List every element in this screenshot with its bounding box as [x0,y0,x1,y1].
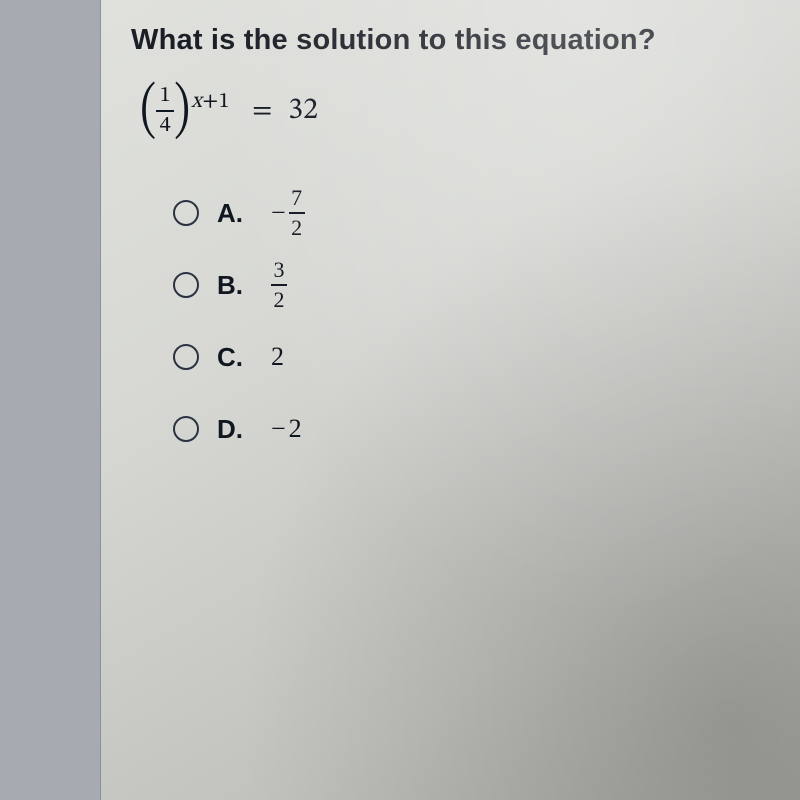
fraction-icon: 3 2 [271,259,287,311]
equals-sign: = [252,94,272,129]
left-sidebar [0,0,101,800]
answer-options: A. − 7 2 B. 3 2 C. [173,177,780,465]
fraction-bar [289,212,305,214]
equation: ( 1 4 ) x+1 = 32 [137,85,780,137]
fraction-icon: 7 2 [289,187,305,239]
opt-b-numerator: 3 [274,259,285,281]
exponent-plus: + [202,91,218,113]
option-b-label: B. [217,270,253,301]
fraction-denominator: 4 [160,115,171,137]
question-panel: What is the solution to this equation? (… [101,0,800,800]
option-c-label: C. [217,342,253,373]
option-d[interactable]: D. −2 [173,393,780,465]
option-a[interactable]: A. − 7 2 [173,177,780,249]
opt-d-number: 2 [289,414,302,444]
option-d-value: −2 [271,414,302,444]
exponent-variable: x [191,91,202,113]
option-b[interactable]: B. 3 2 [173,249,780,321]
radio-icon[interactable] [173,416,199,442]
equation-rhs: 32 [288,92,318,130]
option-d-label: D. [217,414,253,445]
opt-b-denominator: 2 [274,289,285,311]
opt-a-denominator: 2 [291,217,302,239]
radio-icon[interactable] [173,272,199,298]
fraction-bar [156,110,174,112]
one-quarter-fraction: 1 4 [156,85,174,137]
minus-sign: − [271,414,286,444]
minus-sign: − [271,198,286,228]
option-c[interactable]: C. 2 [173,321,780,393]
question-text: What is the solution to this equation? [131,24,780,57]
fraction-bar [271,284,287,286]
option-a-value: − 7 2 [271,187,305,239]
radio-icon[interactable] [173,200,199,226]
option-b-value: 3 2 [271,259,287,311]
fraction-numerator: 1 [160,85,171,107]
exponent-constant: 1 [219,91,230,113]
option-a-label: A. [217,198,253,229]
exponent: x+1 [191,88,230,116]
opt-a-numerator: 7 [291,187,302,209]
option-c-value: 2 [271,342,284,372]
radio-icon[interactable] [173,344,199,370]
